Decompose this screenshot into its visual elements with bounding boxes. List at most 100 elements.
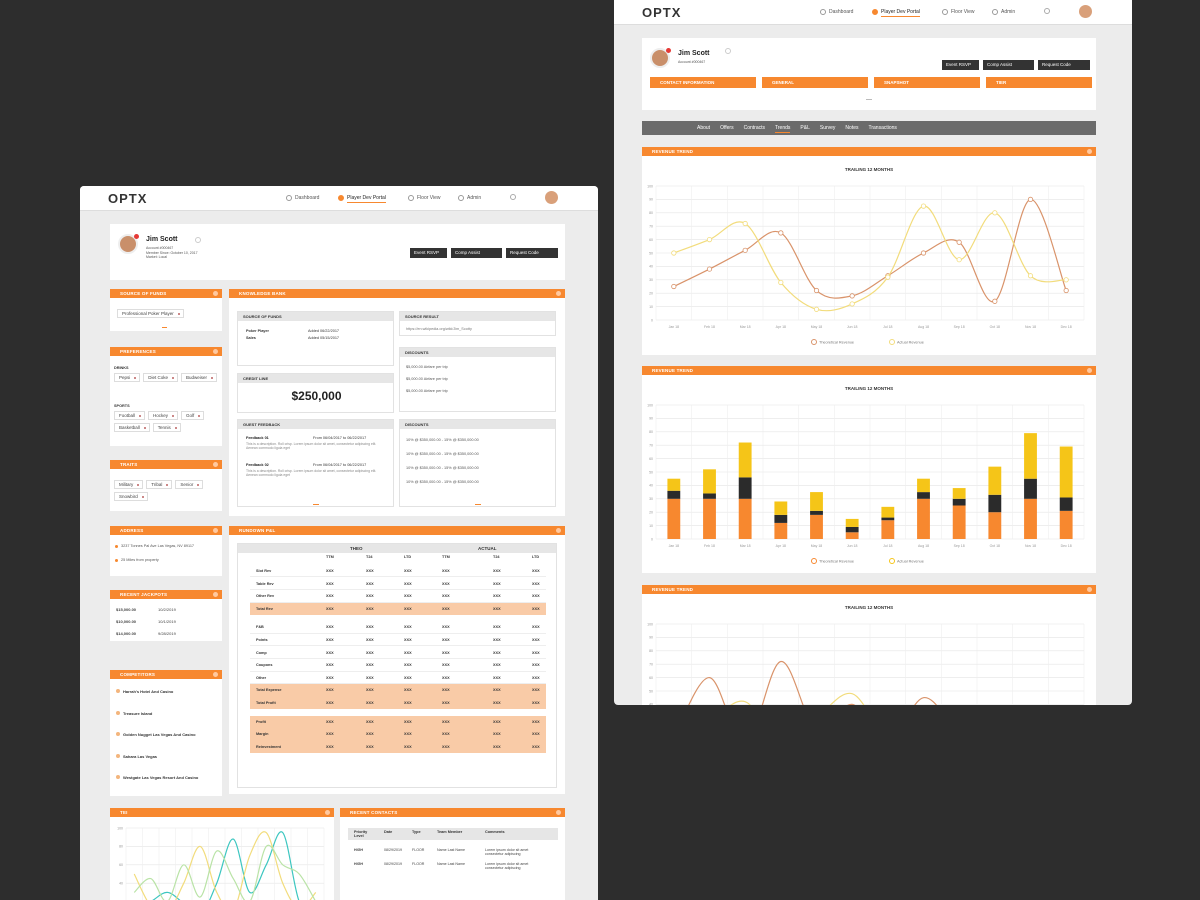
user-avatar[interactable] — [545, 191, 558, 204]
collapse-icon — [213, 672, 218, 677]
y-tick-label: 90 — [649, 417, 653, 421]
tag[interactable]: Pepsi — [114, 373, 141, 382]
pl-row: Total Rev XXX XXX XXX XXX XXX XXX — [250, 602, 546, 616]
row-label: Profit — [256, 719, 266, 724]
contact-cell: HIGH — [354, 862, 363, 866]
user-avatar[interactable] — [1079, 5, 1092, 18]
cell: XXX — [326, 606, 334, 611]
cell: XXX — [326, 569, 334, 573]
sub-panel-header: SOURCE OF FUNDS — [238, 312, 393, 321]
panel: RECENT CONTACTS Priority Level Date Type Tea… — [340, 808, 565, 900]
bar-segment — [845, 526, 859, 533]
chevron — [866, 97, 872, 100]
section-title[interactable]: CONTACT INFORMATION — [660, 80, 715, 85]
tag[interactable]: Senior — [175, 480, 204, 489]
tag[interactable]: Military — [114, 480, 144, 489]
column-header: TTM — [326, 555, 334, 559]
tag[interactable]: Golf — [181, 411, 205, 420]
bar-segment — [774, 501, 788, 515]
profile-card: Jim Scott Account #000467 Event RSVP Comp A… — [642, 38, 1096, 110]
nav-item[interactable]: Admin — [1001, 9, 1016, 15]
tab[interactable]: Offers — [720, 125, 734, 131]
tab[interactable]: Contracts — [743, 125, 766, 131]
nav-item[interactable]: Player Dev Portal — [881, 9, 920, 17]
cell: XXX — [532, 744, 540, 749]
tag[interactable]: Budweiser — [181, 373, 218, 382]
tag[interactable]: Basketball — [114, 423, 150, 432]
nav-item[interactable]: Player Dev Portal — [347, 195, 386, 203]
cell: XXX — [493, 688, 501, 693]
line-point — [671, 250, 677, 256]
competitor-name: Westgate Las Vegas Resort And Casino — [123, 775, 199, 780]
nav-item[interactable]: Dashboard — [295, 195, 320, 201]
nav-bar: OPTX Dashboard Player Dev Portal Floor View… — [80, 186, 598, 211]
y-tick-label: 40 — [119, 882, 123, 886]
nav-item[interactable]: Floor View — [951, 9, 975, 15]
tag[interactable]: Diet Coke — [143, 373, 179, 382]
search-icon[interactable] — [1044, 8, 1050, 14]
action-button[interactable]: Request Code — [506, 248, 558, 258]
line-point — [1027, 273, 1034, 279]
tag[interactable]: Football — [114, 411, 146, 420]
tag[interactable]: Tribal — [146, 480, 173, 489]
action-button[interactable]: Comp Assist — [451, 248, 502, 258]
pl-row: Other XXX XXX XXX XXX XXX XXX — [250, 672, 546, 685]
sub-panel: DISCOUNTS $5,000.00 Airfare per trip $5,00… — [399, 347, 556, 412]
y-tick-label: 80 — [649, 430, 653, 434]
nav-icon — [992, 9, 998, 15]
cell: XXX — [404, 569, 412, 573]
nav-item[interactable]: Dashboard — [829, 9, 854, 15]
tab[interactable]: Trends — [775, 125, 791, 133]
tag[interactable]: Hockey — [148, 411, 179, 420]
section-title[interactable]: TIER — [996, 80, 1007, 85]
discount-item: 10% @ $350,000.00 - 15% @ $350,000.00 — [406, 438, 479, 442]
nav-item[interactable]: Admin — [467, 195, 482, 201]
search-icon[interactable] — [510, 194, 516, 200]
right-window: OPTX Dashboard Player Dev Portal Floor View… — [614, 0, 1132, 705]
tab[interactable]: Transactions — [868, 125, 897, 131]
panel-header: TRAITS — [110, 460, 222, 469]
tag[interactable]: Snowbird — [114, 492, 148, 501]
tab[interactable]: P&L — [800, 125, 810, 131]
x-tick-label: Jun 18 — [847, 544, 858, 548]
jackpot-amount: $14,000.00 — [116, 631, 137, 636]
line-series — [152, 831, 300, 900]
action-button[interactable]: Comp Assist — [983, 60, 1034, 70]
legend-marker — [889, 558, 895, 564]
tab[interactable]: Survey — [819, 125, 836, 131]
collapse-icon — [325, 810, 330, 815]
action-button[interactable]: Request Code — [1038, 60, 1090, 70]
line-point — [1027, 196, 1034, 203]
nav-item[interactable]: Floor View — [417, 195, 441, 201]
section-title[interactable]: SNAPSHOT — [884, 80, 910, 85]
line-point — [992, 210, 998, 216]
cell: XXX — [366, 688, 374, 693]
chart: TRAILING 12 MONTHS0102030405060708090100… — [647, 605, 1085, 705]
jackpot-amount: $10,000.00 — [116, 619, 137, 624]
column-header: LTD — [404, 555, 412, 559]
panel: ADDRESS 3237 Tonnes Pal Ave Las Vegas, NV… — [110, 526, 222, 576]
tag[interactable]: Tennis — [152, 423, 181, 432]
action-button[interactable]: Event RSVP — [942, 60, 979, 70]
x-tick-label: Nov 18 — [1025, 544, 1036, 548]
tag-list: Professional Poker Player — [117, 309, 217, 318]
bar-segment — [774, 514, 788, 523]
line-series — [730, 692, 865, 705]
panel-header: RECENT JACKPOTS — [110, 590, 222, 599]
address-icon — [115, 545, 118, 548]
source-link[interactable]: https://en.wikipedia.org/wiki/Jim_Scotty — [406, 327, 472, 331]
tab[interactable]: About — [697, 125, 711, 131]
action-button[interactable]: Event RSVP — [410, 248, 447, 258]
cell: XXX — [532, 625, 540, 630]
cell: XXX — [493, 732, 501, 737]
tab[interactable]: Notes — [845, 125, 859, 131]
row-label: Total Expense — [256, 688, 282, 693]
section-title[interactable]: GENERAL — [772, 80, 795, 85]
sub-panel: SOURCE RESULT https://en.wikipedia.org/wi… — [399, 311, 556, 336]
cell: XXX — [326, 744, 334, 749]
legend-label: Actual Revenue — [897, 340, 924, 344]
line-point — [778, 230, 784, 236]
tag[interactable]: Professional Poker Player — [117, 309, 184, 318]
competitor-dot — [116, 775, 120, 779]
